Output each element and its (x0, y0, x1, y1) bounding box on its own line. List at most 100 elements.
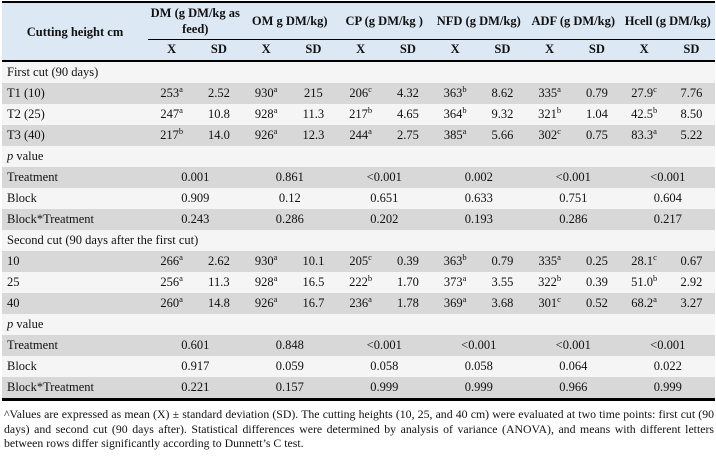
mean-value: 247 (160, 107, 180, 121)
mean-cell: 253a (148, 83, 196, 104)
significance-letter: a (653, 293, 657, 304)
p-cell: 0.601 (148, 335, 243, 356)
column-group-om: OM g DM/kg) (242, 2, 337, 40)
mean-value: 928 (254, 275, 274, 289)
mean-cell: 244a (337, 125, 385, 146)
mean-value: 27.9 (631, 86, 654, 100)
sd-cell: 12.3 (289, 125, 337, 146)
mean-value: 369 (443, 296, 463, 310)
mean-value: 363 (443, 254, 463, 268)
significance-letter: b (367, 104, 373, 115)
p-cell: 0.193 (431, 209, 526, 230)
sd-cell: 5.22 (667, 125, 715, 146)
p-cell: 0.064 (526, 356, 621, 377)
mean-cell: 363b (431, 251, 479, 272)
significance-letter: b (367, 272, 373, 283)
significance-letter: c (653, 83, 657, 94)
p-value-row: Treatment 0.001 0.861 <0.001 0.002 <0.001 <0.0… (2, 167, 715, 188)
sd-cell: 0.25 (573, 251, 621, 272)
p-value-label: p value (2, 314, 715, 335)
table-row: 25 256a 11.3 928a 16.5 222b 1.70 373a 3.55 322b 0.… (2, 272, 715, 293)
significance-letter: c (653, 251, 657, 262)
significance-letter: b (462, 83, 467, 94)
mean-value: 930 (254, 254, 274, 268)
significance-letter: a (557, 83, 561, 94)
row-label: T3 (40) (2, 125, 148, 146)
p-cell: 0.058 (337, 356, 432, 377)
significance-letter: b (462, 251, 467, 262)
section-title: First cut (90 days) (2, 61, 715, 83)
mean-value: 236 (349, 296, 369, 310)
mean-cell: 51.0b (620, 272, 668, 293)
p-cell: 0.999 (431, 377, 526, 400)
mean-value: 28.1 (631, 254, 654, 268)
mean-cell: 83.3a (620, 125, 668, 146)
sd-cell: 2.62 (195, 251, 243, 272)
mean-cell: 364b (431, 104, 479, 125)
p-cell: 0.633 (431, 188, 526, 209)
row-label: Treatment (2, 335, 148, 356)
p-value-row: Block 0.917 0.059 0.058 0.058 0.064 0.022 (2, 356, 715, 377)
mean-cell: 363b (431, 83, 479, 104)
significance-letter: a (557, 251, 561, 262)
p-cell: <0.001 (337, 335, 432, 356)
mean-cell: 385a (431, 125, 479, 146)
mean-value: 222 (349, 275, 368, 289)
mean-cell: 335a (526, 251, 574, 272)
mean-cell: 926a (242, 125, 290, 146)
significance-letter: c (557, 125, 561, 136)
subheader-x: X (337, 39, 385, 62)
sd-cell: 0.39 (384, 251, 432, 272)
sd-cell: 0.52 (573, 293, 621, 314)
subheader-x: X (242, 39, 290, 62)
significance-letter: a (462, 293, 467, 304)
mean-cell: 27.9c (620, 83, 668, 104)
significance-letter: a (273, 125, 278, 136)
p-cell: 0.221 (148, 377, 243, 400)
mean-value: 373 (443, 275, 463, 289)
table-row: T3 (40) 217b 14.0 926a 12.3 244a 2.75 385a 5.66 3… (2, 125, 715, 146)
section-title: Second cut (90 days after the first cut) (2, 230, 715, 251)
sd-cell: 215 (289, 83, 337, 104)
row-label: Block (2, 188, 148, 209)
mean-value: 42.5 (631, 107, 653, 121)
mean-cell: 68.2a (620, 293, 668, 314)
row-label: T2 (25) (2, 104, 148, 125)
mean-cell: 926a (242, 293, 290, 314)
mean-cell: 247a (148, 104, 196, 125)
sd-cell: 1.70 (384, 272, 432, 293)
subheader-sd: SD (195, 39, 243, 62)
column-group-adf: ADF (g DM/kg) (526, 2, 621, 40)
table-row: T1 (10) 253a 2.52 930a 215 206c 4.32 363b 8.62 33… (2, 83, 715, 104)
p-cell: <0.001 (620, 167, 715, 188)
table-header: Cutting height cm DM (g DM/kg as feed) O… (2, 2, 715, 62)
p-value-row: Treatment 0.601 0.848 <0.001 <0.001 <0.001 <0.… (2, 335, 715, 356)
significance-letter: a (653, 125, 657, 136)
sd-cell: 8.50 (667, 104, 715, 125)
significance-letter: a (273, 251, 278, 262)
mean-value: 335 (538, 86, 558, 100)
sd-cell: 1.78 (384, 293, 432, 314)
significance-letter: a (273, 272, 278, 283)
p-cell: 0.861 (242, 167, 337, 188)
p-cell: 0.022 (620, 356, 715, 377)
sd-cell: 11.3 (289, 104, 337, 125)
section-title-row: Second cut (90 days after the first cut) (2, 230, 715, 251)
significance-letter: b (462, 104, 467, 115)
sd-cell: 2.52 (195, 83, 243, 104)
mean-value: 364 (443, 107, 463, 121)
p-cell: <0.001 (526, 167, 621, 188)
row-label: Block*Treatment (2, 377, 148, 400)
table-footnote: ^Values are expressed as mean (X) ± stan… (4, 407, 714, 451)
significance-letter: b (652, 272, 658, 283)
row-header-cutting-height: Cutting height cm (2, 2, 148, 62)
mean-value: 51.0 (631, 275, 653, 289)
significance-letter: a (179, 293, 183, 304)
p-cell: 0.917 (148, 356, 243, 377)
p-value-row: Block*Treatment 0.221 0.157 0.999 0.999 0.966… (2, 377, 715, 400)
p-cell: 0.157 (242, 377, 337, 400)
significance-letter: a (368, 125, 372, 136)
significance-letter: c (368, 251, 372, 262)
mean-value: 260 (160, 296, 180, 310)
column-group-cp: CP (g DM/kg ) (337, 2, 432, 40)
